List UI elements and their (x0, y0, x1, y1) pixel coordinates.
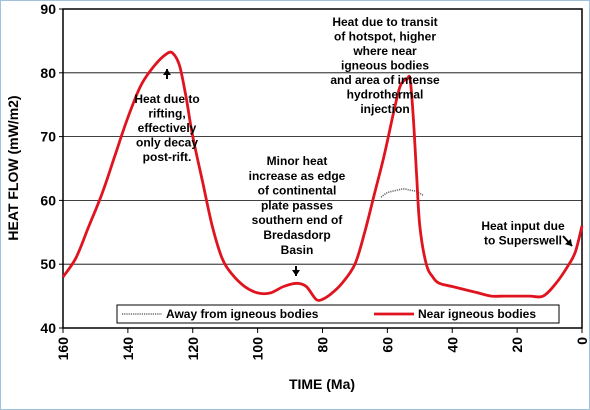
annotation-line: hydrothermal (347, 88, 424, 102)
annotation-line: southern end of (252, 213, 344, 227)
legend: Away from igneous bodies Near igneous bo… (116, 304, 560, 324)
annotation-line: rifting, (148, 107, 185, 121)
annotation-line: only decay (136, 136, 198, 150)
annotation-line: Minor heat (267, 154, 328, 168)
annotation-line: Heat due to (134, 92, 199, 106)
x-tick-label: 60 (379, 337, 395, 353)
x-axis-label: TIME (Ma) (289, 376, 355, 392)
x-tick-label: 80 (315, 337, 331, 353)
annotation-line: igneous bodies (341, 59, 429, 73)
annotation-line: where near (352, 44, 417, 58)
legend-label-near: Near igneous bodies (418, 307, 536, 321)
x-tick-label: 0 (574, 337, 590, 345)
y-axis-ticks: 40 50 60 70 80 90 (40, 1, 63, 336)
plot-area (62, 8, 583, 329)
annotation-line: effectively (138, 121, 197, 135)
annotation-line: injection (360, 102, 409, 116)
annotation-line: of hotspot, higher (334, 30, 436, 44)
x-tick-label: 140 (120, 337, 136, 361)
x-tick-label: 40 (444, 337, 460, 353)
series-line-near-igneous (61, 50, 584, 302)
y-tick-label: 80 (40, 65, 56, 81)
arrow-minor-heat (292, 266, 300, 276)
annotation-line: post-rift. (143, 150, 192, 164)
x-tick-label: 160 (55, 337, 71, 361)
y-tick-label: 60 (40, 192, 56, 208)
annotation-line: increase as edge (249, 169, 346, 183)
annotation-line: to Superswell (484, 234, 562, 248)
y-tick-label: 40 (40, 320, 56, 336)
y-tick-label: 50 (40, 256, 56, 272)
x-tick-label: 100 (250, 337, 266, 361)
legend-box (116, 304, 560, 324)
x-tick-label: 120 (185, 337, 201, 361)
legend-label-away: Away from igneous bodies (166, 307, 319, 321)
y-tick-label: 70 (40, 129, 56, 145)
x-tick-label: 20 (509, 337, 525, 353)
y-axis-label: HEAT FLOW (mW/m2) (5, 95, 21, 240)
annotation-line: and area of intense (330, 73, 440, 87)
arrow-superswell (562, 235, 573, 247)
annotation-line: Heat input due (481, 219, 565, 233)
y-tick-label: 90 (40, 1, 56, 17)
annotation-line: Basin (281, 243, 314, 257)
arrow-rifting (163, 69, 171, 79)
annotation-line: plate passes (261, 198, 333, 212)
series-group (61, 50, 584, 302)
x-axis-ticks: 160 140 120 100 80 60 40 20 0 (55, 328, 590, 360)
annotation-line: of continental (258, 184, 337, 198)
annotation-line: Bredasdorp (263, 228, 330, 242)
annotation-line: Heat due to transit (332, 15, 437, 29)
